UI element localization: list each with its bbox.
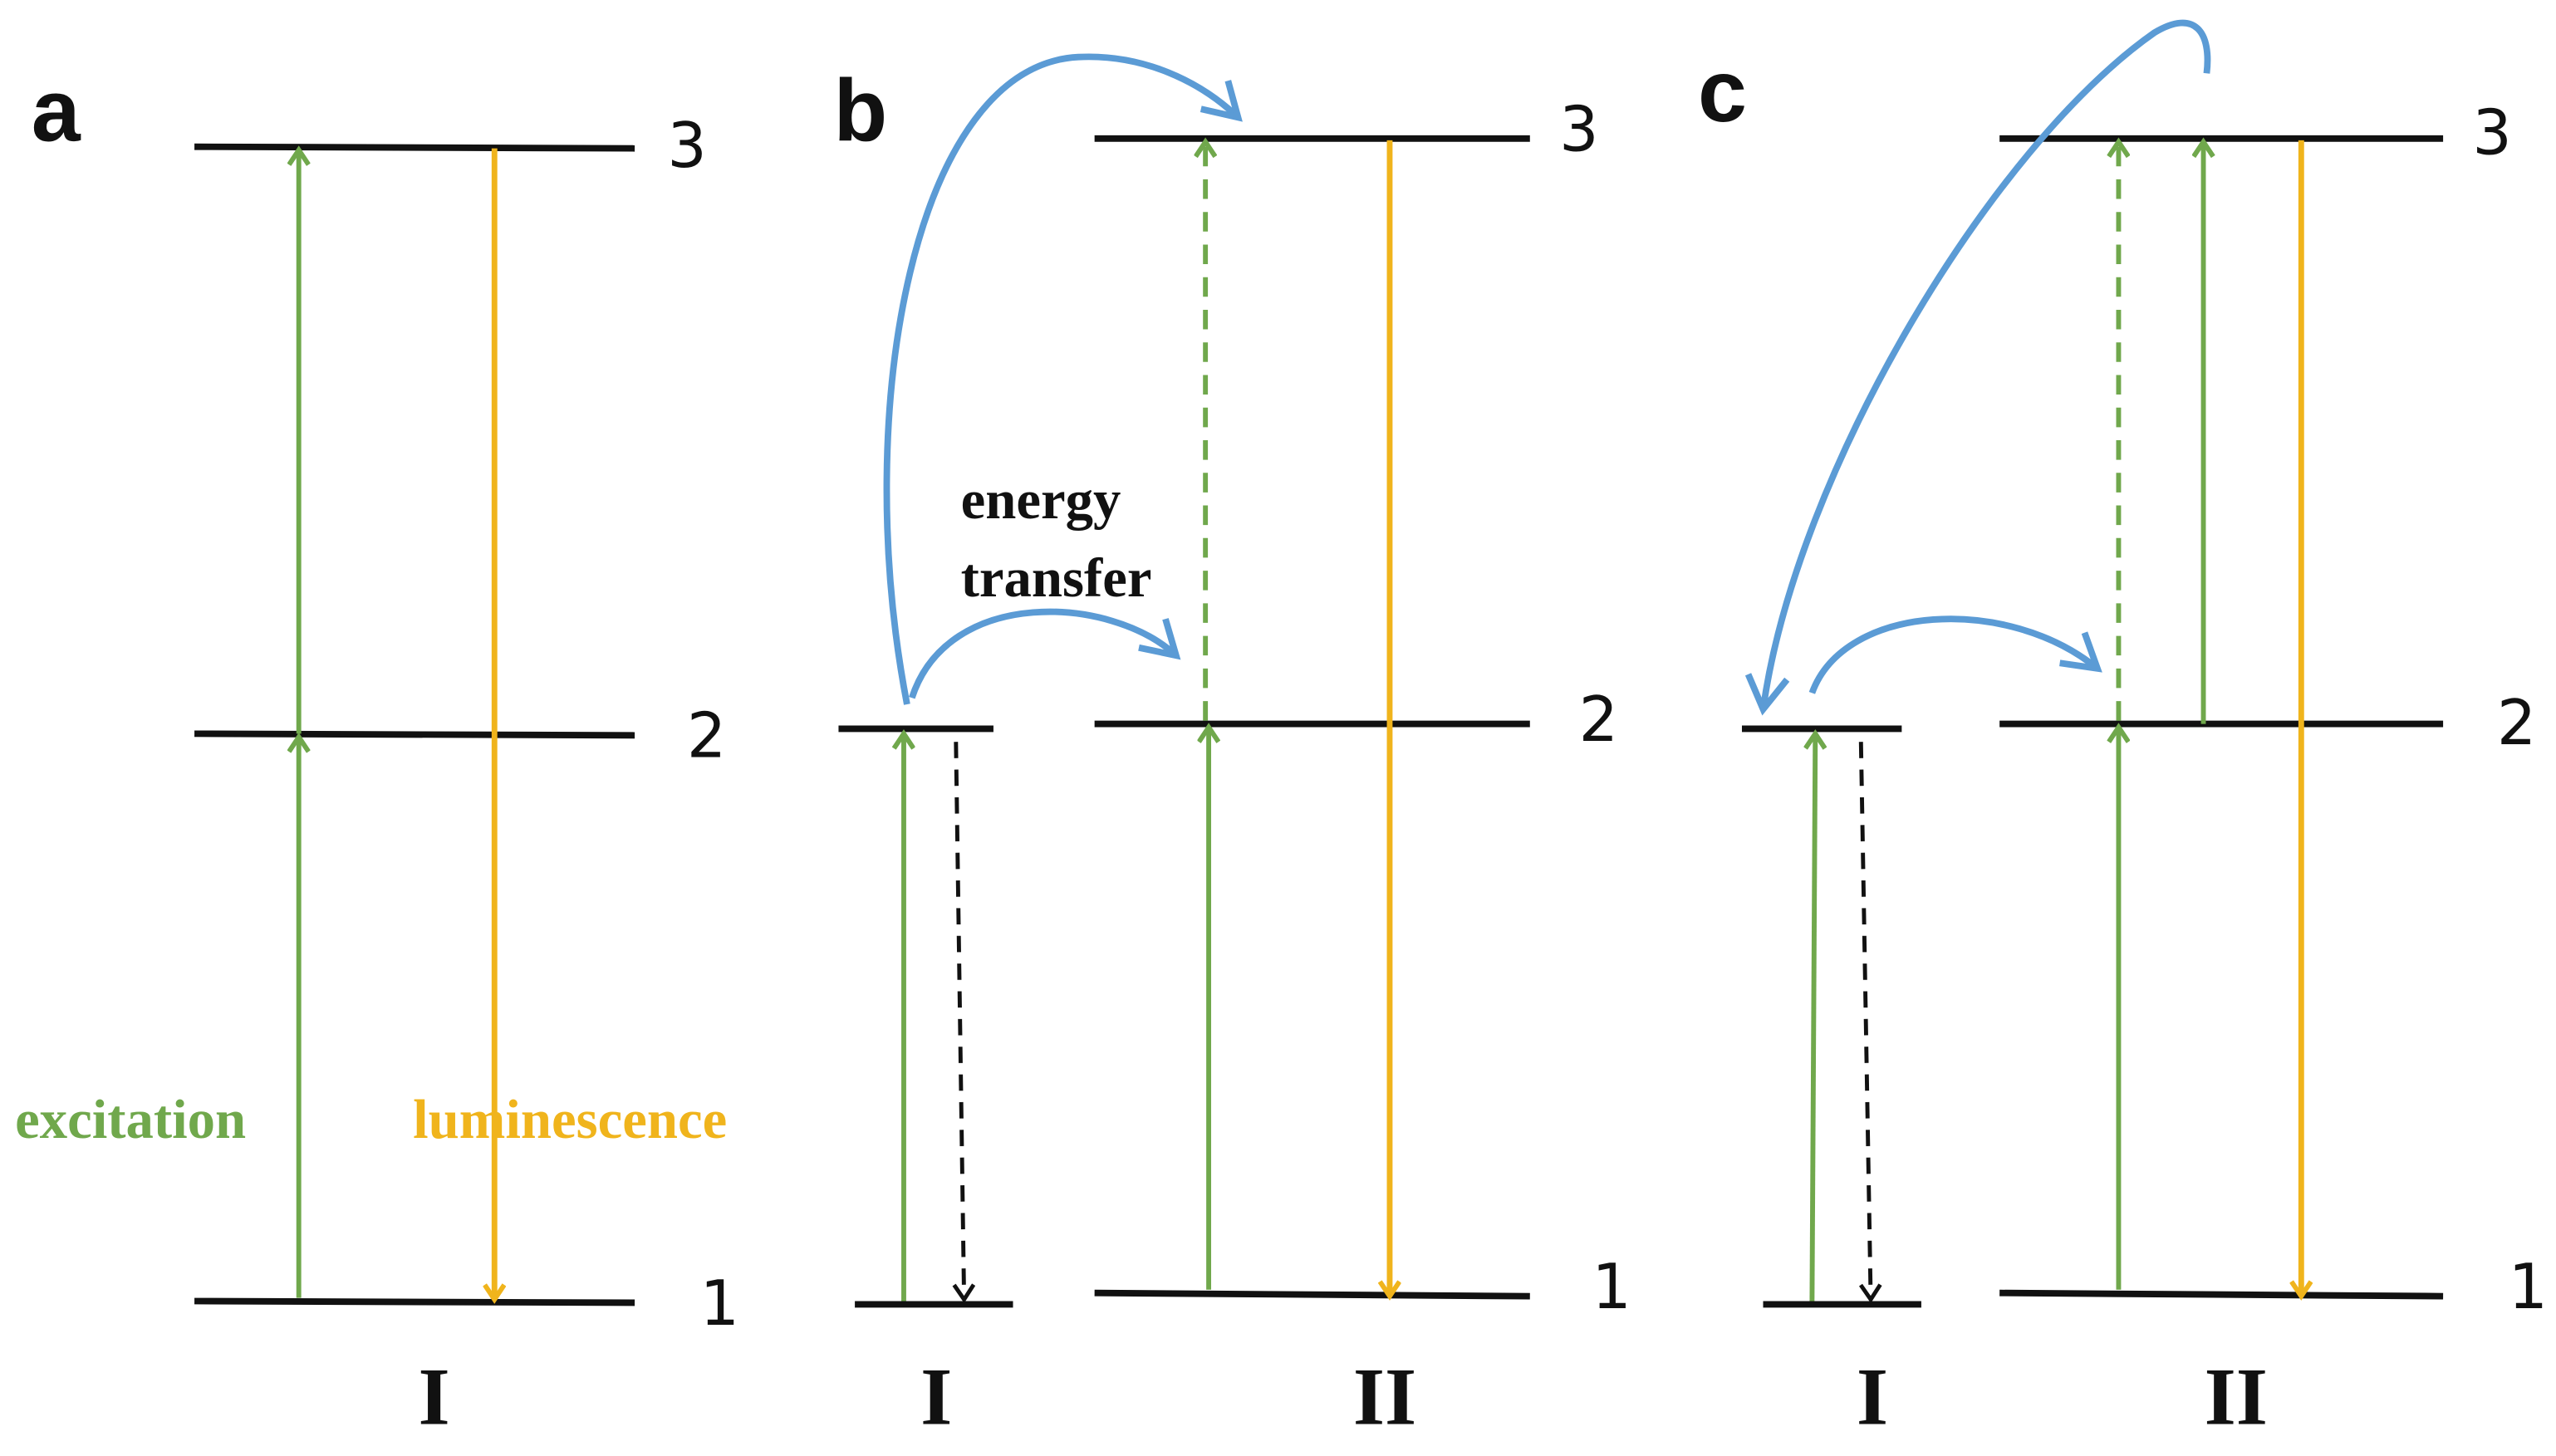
ion-label: II [2205,1353,2268,1443]
energy-transfer-arrow [909,608,1181,699]
ion-label: II [1353,1353,1416,1443]
panel-label: a [32,61,81,159]
excitation-label: excitation [15,1090,246,1150]
level-number: 3 [1559,93,1598,165]
level-number: 2 [687,700,726,772]
relaxation-arrow [956,742,964,1299]
level [194,1297,635,1306]
energy-transfer-arrow [1744,19,2211,716]
panel-c: c 3 2 1 I II [1698,19,2548,1443]
energy-transfer-arrow [1808,615,2102,694]
level-number: 1 [1592,1251,1631,1323]
panel-label: b [834,61,888,159]
energy-transfer-label: transfer [961,548,1152,609]
level-number: 3 [667,110,706,182]
ion-label: I [1857,1353,1888,1443]
level-number: 2 [1579,684,1618,756]
level [1999,1289,2444,1300]
level-number: 2 [2497,687,2536,759]
level [194,730,635,739]
energy-transfer-arrow [883,53,1243,705]
energy-transfer-label: energy [961,470,1121,531]
level [194,143,635,152]
ion-label: I [920,1353,952,1443]
level-number: 1 [2509,1251,2548,1323]
level [1094,1289,1530,1300]
excitation-arrow [1812,733,1815,1302]
ion-label: I [419,1353,450,1443]
panel-label: c [1698,42,1747,140]
luminescence-label: luminescence [413,1090,727,1150]
panel-b: b 3 2 1 energy transfer I II [834,53,1631,1443]
panel-a: a 3 2 1 excitation luminescence I [15,61,739,1442]
level-number: 1 [700,1267,739,1340]
level-number: 3 [2472,96,2511,169]
relaxation-arrow [1858,742,1871,1299]
